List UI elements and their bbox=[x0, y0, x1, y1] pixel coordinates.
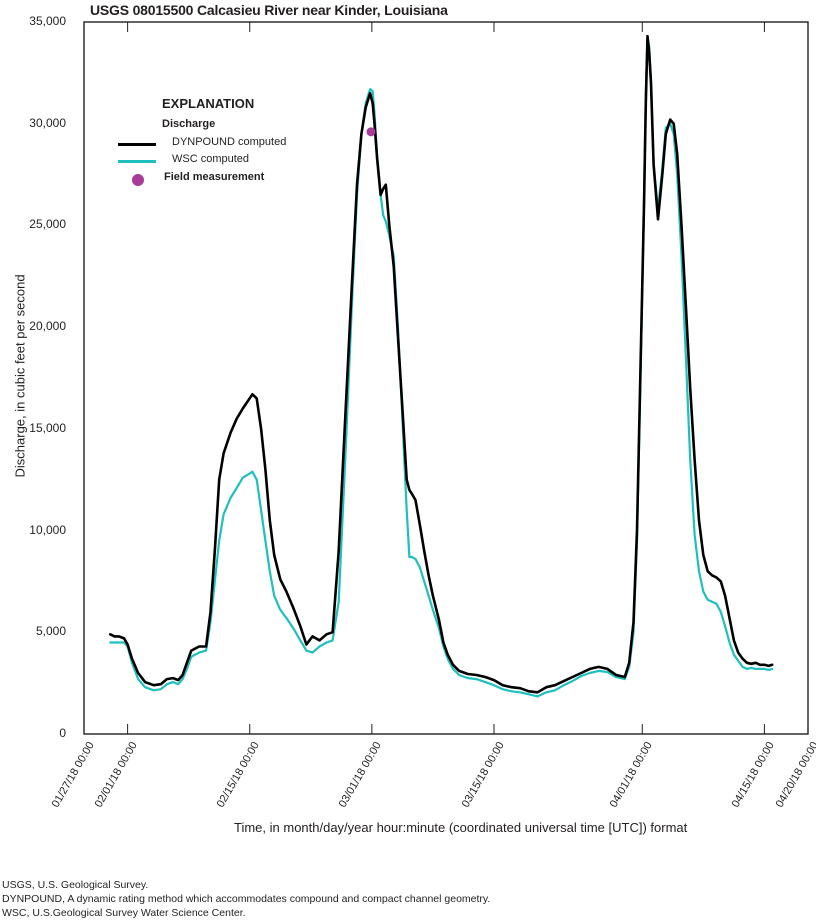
dynpound-computedline bbox=[108, 34, 774, 694]
y-tick-label: 25,000 bbox=[29, 217, 66, 232]
footnotes: USGS, U.S. Geological Survey. DYNPOUND, … bbox=[2, 878, 490, 920]
y-tick-label: 20,000 bbox=[29, 319, 66, 334]
legend-title: EXPLANATION bbox=[162, 96, 255, 111]
footnote-dynpound: DYNPOUND, A dynamic rating method which … bbox=[2, 893, 491, 905]
field-measurement-markers bbox=[366, 127, 376, 137]
chart-title: USGS 08015500 Calcasieu River near Kinde… bbox=[90, 2, 448, 18]
y-tick-label: 10,000 bbox=[29, 522, 66, 537]
y-tick-label: 0 bbox=[59, 726, 66, 740]
series-lines bbox=[108, 34, 774, 698]
teal-line-swatch-icon bbox=[118, 160, 156, 163]
y-tick-label: 35,000 bbox=[29, 14, 66, 28]
black-line-swatch-icon bbox=[118, 143, 156, 146]
x-axis-label: Time, in month/day/year hour:minute (coo… bbox=[234, 820, 688, 835]
footnote-usgs: USGS, U.S. Geological Survey. bbox=[2, 879, 149, 891]
field-measurement-point bbox=[366, 127, 376, 137]
y-axis-label: Discharge, in cubic feet per second bbox=[12, 274, 28, 478]
y-tick-label: 15,000 bbox=[29, 420, 66, 435]
footnote-wsc: WSC, U.S.Geological Survey Water Science… bbox=[2, 907, 246, 919]
purple-dot-icon bbox=[132, 174, 144, 186]
axes-frame bbox=[83, 21, 809, 735]
y-tick-label: 30,000 bbox=[29, 115, 66, 130]
wsc-computedline bbox=[109, 37, 774, 698]
y-tick-label: 5,000 bbox=[35, 624, 66, 639]
legend-group-label: Discharge bbox=[162, 118, 216, 130]
